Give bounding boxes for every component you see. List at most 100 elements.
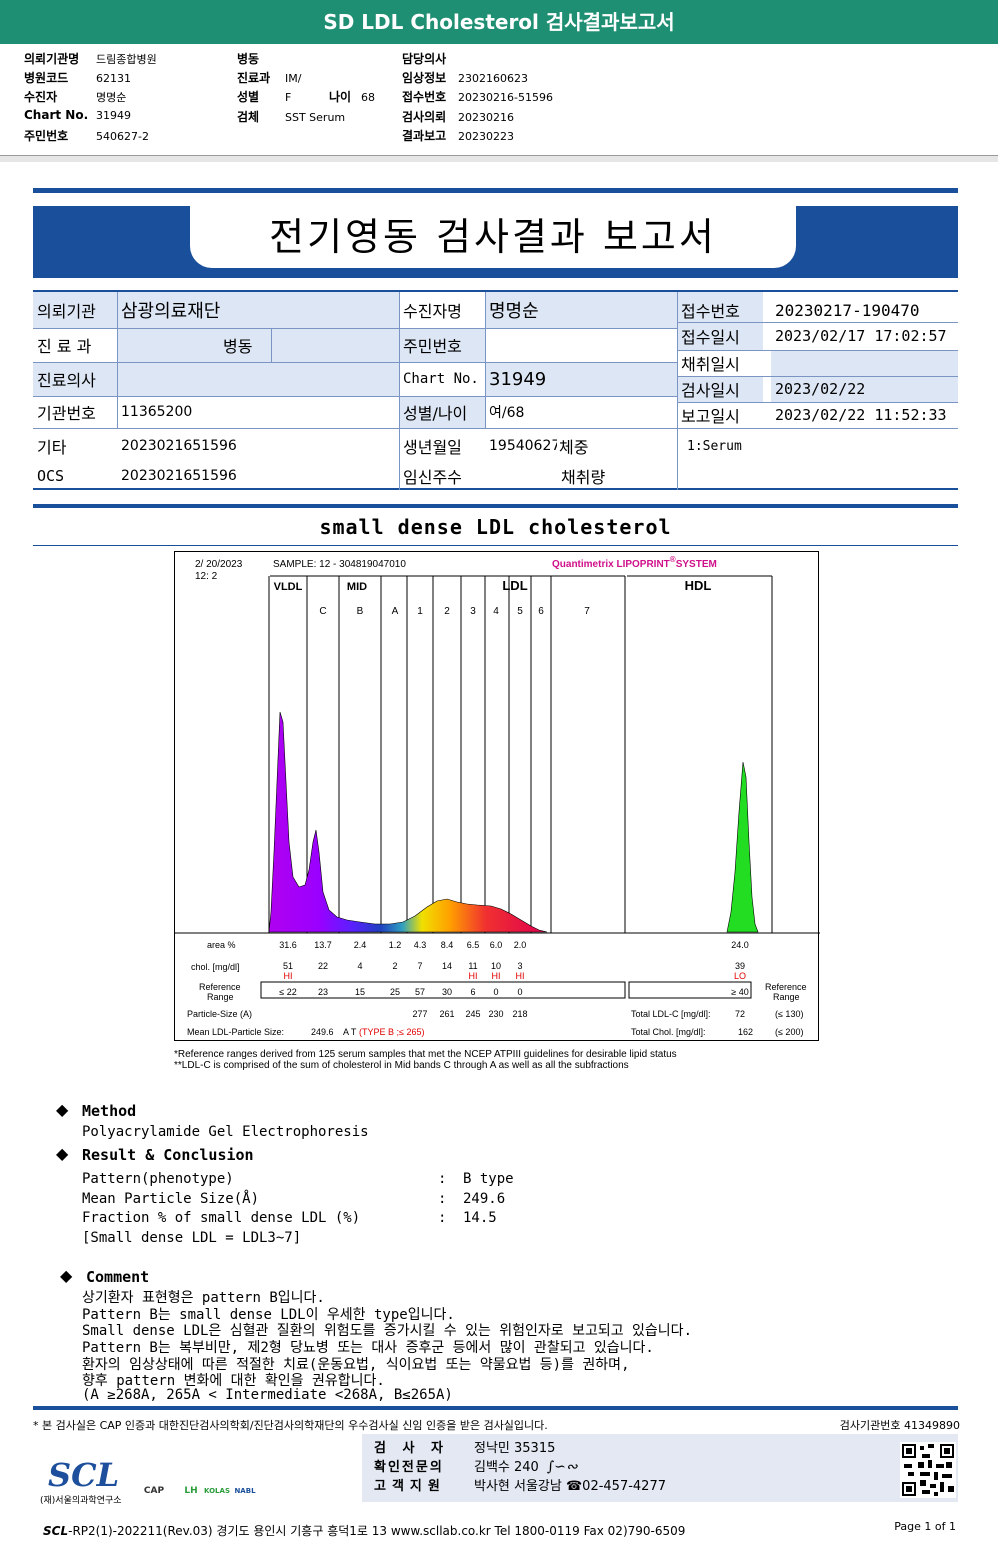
comment-line: Pattern B는 small dense LDL이 우세한 type입니다. xyxy=(82,1307,455,1323)
inst-code-label: 기관번호 xyxy=(37,404,96,423)
band-label-5: 5 xyxy=(517,606,523,617)
header-field: 의뢰기관명 드림종합병원 xyxy=(24,52,157,66)
result-value: B type xyxy=(463,1171,514,1187)
band-label-C: C xyxy=(319,606,326,617)
rrn-value xyxy=(485,328,677,362)
dept-label: 진 료 과 xyxy=(37,337,92,356)
result-note: [Small dense LDL = LDL3~7] xyxy=(82,1230,302,1246)
sex-age-value: 여/68 xyxy=(489,405,525,421)
chol-value-3: 2 xyxy=(392,961,397,971)
footnote-2: **LDL-C is comprised of the sum of chole… xyxy=(174,1060,629,1071)
ocs-value: 2023021651596 xyxy=(121,468,237,484)
mean-type-b: (TYPE B ;≤ 265) xyxy=(359,1027,424,1037)
ref-value-3: 25 xyxy=(390,987,400,997)
method-text: Polyacrylamide Gel Electrophoresis xyxy=(82,1124,369,1140)
result-value: 249.6 xyxy=(463,1191,506,1207)
patient-info-table: 의뢰기관 삼광의료재단 수진자명 명명순 접수번호 20230217-19047… xyxy=(33,290,958,490)
dob-value: 19540627 xyxy=(489,438,557,454)
chol-value-0: 51 xyxy=(283,961,293,971)
ward-value: 병동 xyxy=(223,337,253,356)
receipt-no-value: 20230217-190470 xyxy=(775,300,920,320)
section-title: small dense LDL cholesterol xyxy=(319,515,672,539)
total-chol-ref: (≤ 200) xyxy=(775,1027,803,1037)
volume-label: 채취량 xyxy=(561,468,606,487)
chol-value-7: 10 xyxy=(491,961,501,971)
comment-line: 환자의 임상상태에 따른 적절한 치료(운동요법, 식이요법 또는 약물요법 등… xyxy=(82,1357,630,1373)
area-value-3: 1.2 xyxy=(389,940,402,950)
doctor-label: 진료의사 xyxy=(33,362,117,396)
header-field: 검사의뢰 20230216 xyxy=(402,110,514,124)
result-colon: : xyxy=(438,1210,447,1226)
result-value: 14.5 xyxy=(463,1210,497,1226)
group-label-mid: MID xyxy=(347,581,367,593)
row-label-chol: chol. [mg/dl] xyxy=(191,962,240,972)
area-value-7: 6.0 xyxy=(490,940,503,950)
area-value-4: 4.3 xyxy=(414,940,427,950)
particle-size-3: 230 xyxy=(488,1009,503,1019)
lipoprint-svg: 2/ 20/2023 12: 2 SAMPLE: 12 - 3048190470… xyxy=(175,555,820,1037)
collect-time-value xyxy=(771,350,958,376)
sex-age-label: 성별/나이 xyxy=(399,396,485,428)
lipoprint-chart: 2/ 20/2023 12: 2 SAMPLE: 12 - 3048190470… xyxy=(174,551,820,1041)
page-title: 전기영동 검사결과 보고서 xyxy=(190,206,796,268)
test-date-label: 검사일시 xyxy=(677,376,763,402)
trace-ldl-fraction xyxy=(268,711,548,933)
signature-box: 검 사 자 정낙민 35315 확인전문의 김백수 240 ∫∽∾ 고객지원 박사현 서… xyxy=(362,1434,958,1502)
flag-value-7: HI xyxy=(492,971,501,981)
divider xyxy=(33,545,958,546)
header-field: 임상정보 2302160623 xyxy=(402,71,528,85)
trace-hdl-fraction xyxy=(726,761,759,933)
ocs-label: OCS xyxy=(37,467,65,485)
scl-logo: SCL xyxy=(48,1456,120,1494)
total-ldl-label: Total LDL-C [mg/dl]: xyxy=(631,1009,711,1019)
collect-time-label: 채취일시 xyxy=(681,355,740,374)
specimen-value: 1:Serum xyxy=(687,438,742,454)
ref-value-4: 57 xyxy=(415,987,425,997)
divider xyxy=(0,156,998,162)
comment-line: (A ≥268A, 265A < Intermediate <268A, B≤2… xyxy=(82,1387,453,1403)
particle-size-4: 218 xyxy=(512,1009,527,1019)
comment-line: 향후 pattern 변화에 대한 확인을 권유합니다. xyxy=(82,1373,385,1389)
chol-value-5: 14 xyxy=(442,961,452,971)
total-ldl-value: 72 xyxy=(735,1009,745,1019)
result-heading: Result & Conclusion xyxy=(82,1146,254,1164)
header-field: 검체 SST Serum xyxy=(237,110,346,124)
ref-value-5: 30 xyxy=(442,987,452,997)
area-value-6: 6.5 xyxy=(467,940,480,950)
particle-size-0: 277 xyxy=(412,1009,427,1019)
page-number: Page 1 of 1 xyxy=(894,1520,956,1533)
ref-value-6: 6 xyxy=(470,987,475,997)
cap-badge: CAP xyxy=(143,1486,165,1496)
patient-label: 수진자명 xyxy=(403,302,462,321)
flag-value-9: LO xyxy=(734,971,746,981)
row-label-ref2: Range xyxy=(207,992,234,1002)
result-colon: : xyxy=(438,1171,447,1187)
patient-value: 명명순 xyxy=(485,292,677,328)
etc-label: 기타 xyxy=(37,438,67,457)
chol-value-6: 11 xyxy=(468,961,477,971)
result-colon: : xyxy=(438,1191,447,1207)
total-chol-label: Total Chol. [mg/dl]: xyxy=(631,1027,706,1037)
bullet-diamond-icon: ◆ xyxy=(56,1144,69,1163)
band-label-3: 3 xyxy=(470,606,476,617)
result-label: Fraction % of small dense LDL (%) xyxy=(82,1210,361,1226)
system-label: Quantimetrix LIPOPRINT®SYSTEM xyxy=(552,555,717,570)
test-date-value: 2023/02/22 xyxy=(771,376,958,402)
scl-logo-sub: (재)서울의과학연구소 xyxy=(40,1496,122,1506)
chol-value-8: 3 xyxy=(517,961,522,971)
dob-label: 생년월일 xyxy=(403,438,462,457)
specialist-row: 확인전문의 김백수 240 ∫∽∾ xyxy=(374,1459,578,1475)
area-value-1: 13.7 xyxy=(314,940,332,950)
row-label-particle: Particle-Size (A) xyxy=(187,1009,252,1019)
ref-value-8: 0 xyxy=(517,987,522,997)
chol-value-9: 39 xyxy=(735,961,745,971)
band-label-A: A xyxy=(392,606,399,617)
ref-value-1: 23 xyxy=(318,987,328,997)
particle-size-2: 245 xyxy=(465,1009,480,1019)
examiner-row: 검 사 자 정낙민 35315 xyxy=(374,1441,556,1456)
result-label: Mean Particle Size(Å) xyxy=(82,1191,260,1207)
total-ldl-ref: (≤ 130) xyxy=(775,1009,803,1019)
qr-code-icon xyxy=(900,1442,956,1498)
method-heading: Method xyxy=(82,1102,137,1120)
header-field: Chart No. 31949 xyxy=(24,108,131,122)
